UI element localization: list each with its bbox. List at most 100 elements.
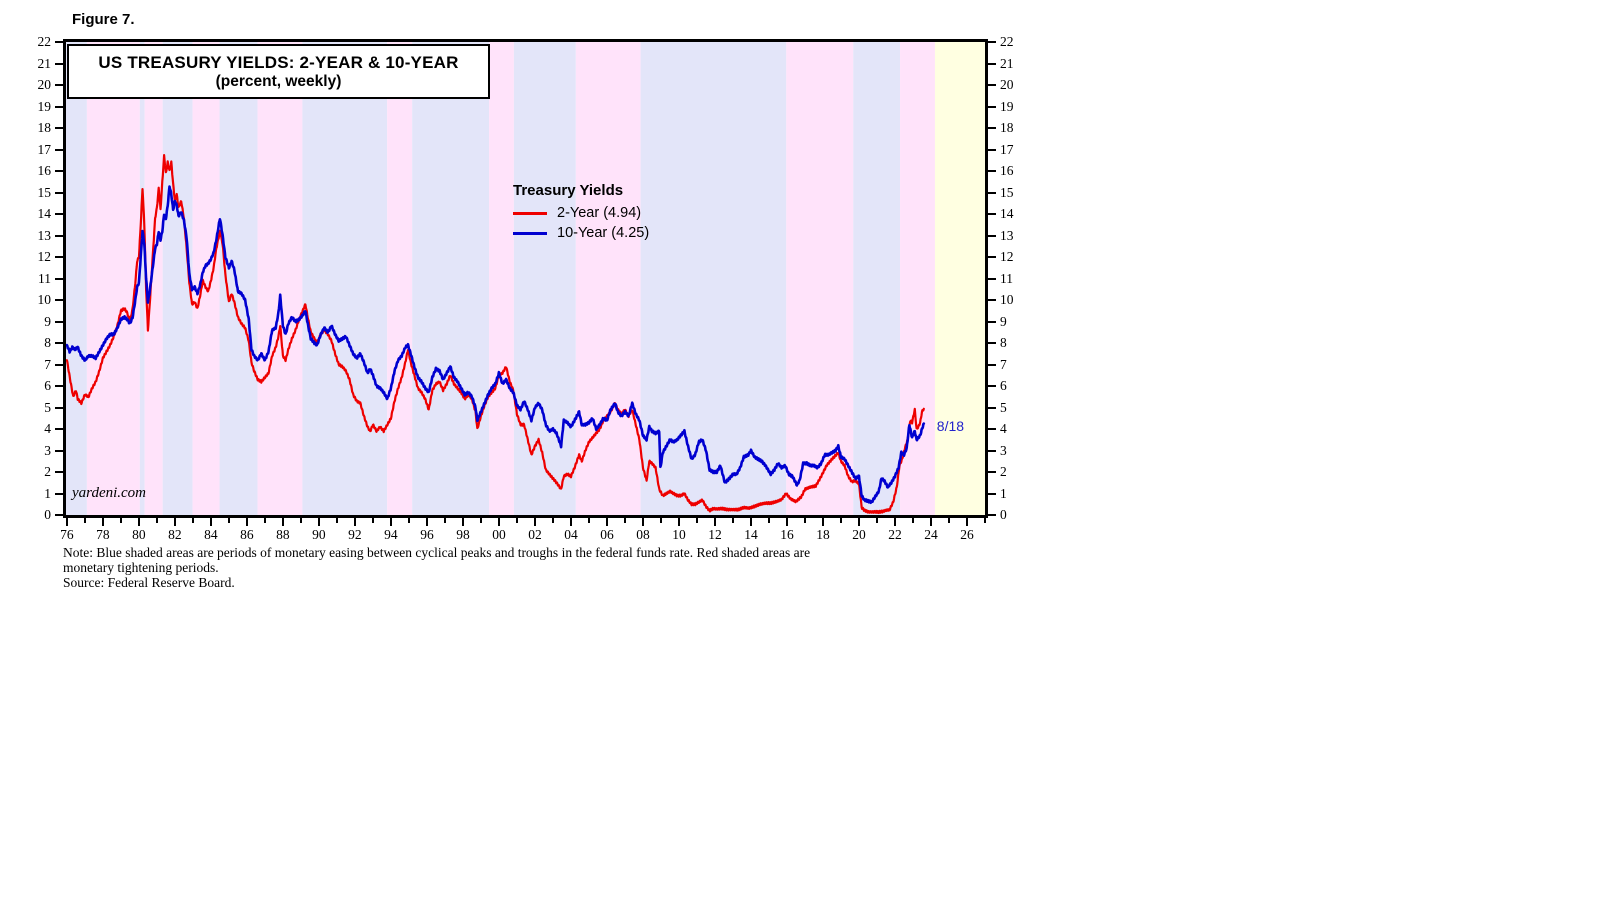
- legend: Treasury Yields 2-Year (4.94) 10-Year (4…: [513, 182, 649, 243]
- x-axis-tick: [857, 518, 860, 526]
- y-axis-tick-left: [55, 299, 63, 301]
- x-axis-tick: [551, 518, 554, 523]
- band-tightening: [257, 42, 303, 515]
- y-axis-tick-left: [55, 256, 63, 258]
- x-axis-tick: [335, 518, 338, 523]
- x-axis-tick: [479, 518, 482, 523]
- y-axis-label-left: 16: [37, 163, 52, 178]
- x-axis-tick: [875, 518, 878, 523]
- y-axis-label-left: 14: [37, 206, 52, 221]
- y-axis-tick-left: [55, 84, 63, 86]
- y-axis-tick-left: [55, 148, 63, 151]
- y-axis-tick-right: [988, 170, 996, 172]
- x-axis-label: 82: [168, 527, 182, 542]
- chart-subtitle: (percent, weekly): [215, 72, 342, 90]
- x-axis-tick: [371, 518, 374, 523]
- y-axis-label-right: 18: [1000, 120, 1014, 135]
- footnote: Note: Blue shaded areas are periods of m…: [63, 545, 810, 590]
- y-axis-tick-left: [55, 277, 63, 280]
- y-axis-label-right: 17: [1000, 141, 1014, 157]
- y-axis-tick-left: [55, 320, 63, 323]
- y-axis-tick-right: [988, 62, 996, 65]
- x-axis-tick: [119, 518, 122, 523]
- x-axis-label: 94: [384, 527, 398, 542]
- y-axis-label-right: 2: [1000, 464, 1007, 479]
- x-axis-label: 92: [348, 527, 362, 542]
- footnote-source: Source: Federal Reserve Board.: [63, 575, 235, 590]
- band-easing: [513, 42, 576, 515]
- y-axis-label-left: 2: [44, 464, 51, 479]
- band-tightening: [192, 42, 220, 515]
- y-axis-label-right: 9: [1000, 313, 1007, 329]
- y-axis-label-right: 0: [1000, 507, 1007, 522]
- y-axis-tick-right: [988, 84, 996, 86]
- x-axis-tick: [569, 518, 572, 526]
- y-axis-tick-left: [55, 406, 63, 409]
- x-axis-tick: [767, 518, 770, 523]
- x-axis-tick: [353, 518, 356, 526]
- band-future: [934, 42, 985, 515]
- y-axis-tick-left: [55, 213, 63, 215]
- band-easing: [853, 42, 901, 515]
- x-axis-label: 16: [780, 527, 794, 542]
- y-axis-tick-left: [55, 127, 63, 129]
- y-axis-tick-right: [988, 428, 996, 430]
- x-axis-tick: [299, 518, 302, 523]
- x-axis-label: 22: [888, 527, 902, 542]
- x-axis-tick: [713, 518, 716, 526]
- x-axis-label: 06: [600, 527, 614, 542]
- x-axis-label: 14: [744, 527, 758, 542]
- band-easing: [640, 42, 787, 515]
- y-axis-label-right: 21: [1000, 55, 1014, 71]
- y-axis-label-left: 7: [44, 356, 51, 372]
- x-axis-tick: [83, 518, 86, 523]
- series-line-2-year: [66, 154, 925, 515]
- band-easing: [66, 42, 87, 515]
- y-axis-tick-left: [55, 449, 63, 452]
- band-easing: [302, 42, 388, 515]
- y-axis-tick-left: [55, 170, 63, 172]
- chart-title-box: US TREASURY YIELDS: 2-YEAR & 10-YEAR (pe…: [67, 44, 490, 99]
- legend-item-10-year: 10-Year (4.25): [513, 223, 649, 243]
- y-axis-label-left: 20: [37, 77, 52, 92]
- y-axis-tick-right: [988, 449, 996, 452]
- x-axis-label: 12: [708, 527, 722, 542]
- y-axis-tick-right: [988, 299, 996, 301]
- band-tightening: [387, 42, 413, 515]
- y-axis-tick-right: [988, 492, 996, 495]
- x-axis-tick: [641, 518, 644, 526]
- y-axis-label-right: 16: [1000, 163, 1014, 178]
- y-axis-tick-right: [988, 213, 996, 215]
- y-axis-tick-right: [988, 41, 996, 43]
- chart-frame: [63, 39, 988, 518]
- x-axis-tick: [497, 518, 500, 526]
- y-axis-tick-right: [988, 342, 996, 344]
- x-axis-tick: [227, 518, 230, 523]
- y-axis-tick-right: [988, 385, 996, 387]
- x-axis-label: 78: [96, 527, 110, 542]
- blue-line-swatch: [513, 231, 547, 235]
- x-axis-label: 96: [420, 527, 434, 542]
- x-axis-label: 00: [492, 527, 506, 542]
- y-axis-tick-left: [55, 471, 63, 473]
- x-axis-tick: [533, 518, 536, 526]
- x-axis-tick: [839, 518, 842, 523]
- legend-item-2-year: 2-Year (4.94): [513, 203, 649, 223]
- y-axis-tick-left: [55, 191, 63, 194]
- y-axis-label-right: 11: [1000, 270, 1013, 286]
- x-axis-tick: [263, 518, 266, 523]
- y-axis-tick-left: [55, 234, 63, 237]
- y-axis-tick-right: [988, 191, 996, 194]
- band-tightening: [489, 42, 514, 515]
- x-axis-tick: [137, 518, 140, 526]
- x-axis-tick: [425, 518, 428, 526]
- x-axis-tick: [659, 518, 662, 523]
- y-axis-label-right: 15: [1000, 184, 1014, 200]
- y-axis-label-right: 4: [1000, 421, 1007, 436]
- x-axis-tick: [281, 518, 284, 526]
- y-axis-label-left: 1: [44, 485, 51, 501]
- footnote-line-2: monetary tightening periods.: [63, 560, 219, 575]
- y-axis-tick-right: [988, 256, 996, 258]
- y-axis-label-left: 12: [37, 249, 52, 264]
- x-axis-tick: [317, 518, 320, 526]
